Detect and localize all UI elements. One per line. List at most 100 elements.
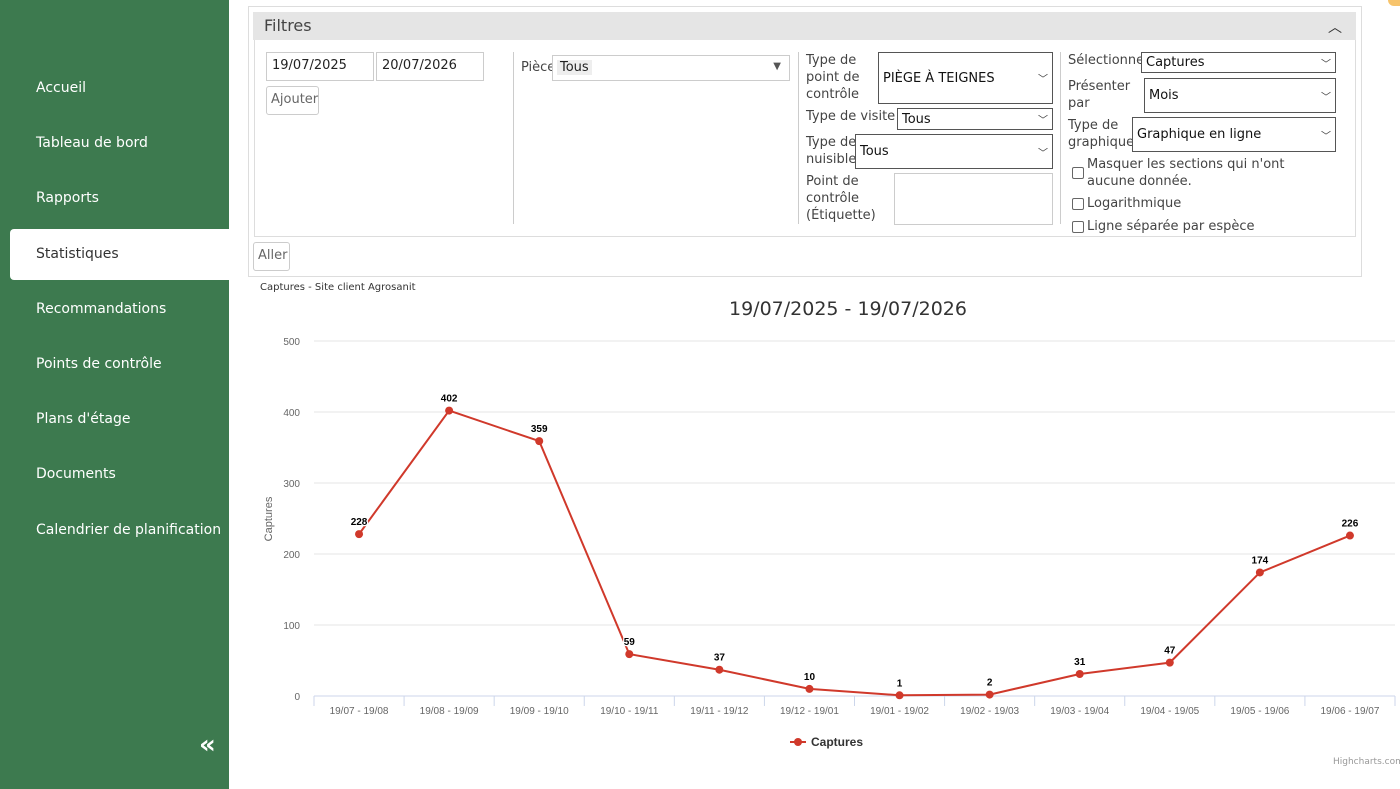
sidebar-item-tableau-de-bord[interactable]: Tableau de bord	[36, 135, 148, 151]
chart-title: 19/07/2025 - 19/07/2026	[729, 298, 967, 320]
x-tick-label: 19/09 - 19/10	[510, 706, 569, 717]
data-point	[1345, 531, 1354, 540]
piece-select[interactable]: Tous ▼	[552, 55, 790, 81]
legend-marker	[794, 738, 802, 746]
hide-empty-label: Masquer les sections qui n'ont aucune do…	[1087, 157, 1285, 189]
x-tick-label: 19/07 - 19/08	[330, 706, 389, 717]
y-tick-label: 200	[283, 550, 300, 561]
active-nav-highlight	[10, 229, 229, 280]
chevron-up-icon[interactable]: ︿	[1328, 20, 1342, 36]
checkpoint-type-value: PIÈGE À TEIGNES	[883, 70, 995, 86]
piece-label: Pièce	[521, 60, 556, 75]
separate-line-checkbox[interactable]	[1072, 221, 1084, 233]
data-point	[535, 437, 544, 446]
data-point	[1255, 568, 1264, 577]
double-chevron-left-icon[interactable]: «	[199, 730, 216, 760]
sidebar-item-plans-detage[interactable]: Plans d'étage	[36, 411, 131, 427]
data-point	[445, 406, 454, 415]
data-label: 31	[1074, 657, 1086, 668]
filter-header[interactable]: Filtres ︿	[253, 12, 1356, 40]
present-by-select[interactable]: Mois ﹀	[1144, 78, 1336, 113]
checkpoint-tag-input[interactable]	[894, 173, 1053, 225]
x-tick-label: 19/04 - 19/05	[1140, 706, 1199, 717]
pest-type-value: Tous	[860, 144, 889, 159]
present-by-label: Présenter par	[1068, 79, 1131, 111]
filter-body	[254, 40, 1356, 237]
hide-empty-checkbox[interactable]	[1072, 167, 1084, 179]
data-point	[625, 650, 634, 659]
sidebar-item-documents[interactable]: Documents	[36, 466, 116, 482]
metric-select[interactable]: Captures ﹀	[1141, 52, 1336, 73]
graph-type-label: Type de graphique	[1068, 118, 1135, 150]
visit-type-label: Type de visite	[806, 109, 896, 124]
divider	[513, 52, 514, 224]
chevron-down-icon: ﹀	[1038, 148, 1048, 159]
data-label: 47	[1164, 646, 1176, 657]
logarithmic-label: Logarithmique	[1087, 196, 1182, 211]
date-from-input[interactable]: 19/07/2025	[266, 52, 374, 81]
x-tick-label: 19/01 - 19/02	[870, 706, 929, 717]
add-button[interactable]: Ajouter	[266, 86, 319, 115]
y-tick-label: 400	[283, 408, 300, 419]
filter-title: Filtres	[264, 16, 312, 35]
sidebar-item-recommandations[interactable]: Recommandations	[36, 301, 167, 317]
data-point	[1075, 669, 1084, 678]
checkpoint-type-select[interactable]: PIÈGE À TEIGNES ﹀	[878, 52, 1053, 104]
separate-line-label: Ligne séparée par espèce	[1087, 219, 1255, 234]
x-tick-label: 19/03 - 19/04	[1050, 706, 1109, 717]
chevron-down-icon: ﹀	[1321, 59, 1331, 70]
select-label: Sélectionnez	[1068, 53, 1151, 68]
chevron-down-icon: ﹀	[1321, 92, 1331, 103]
x-tick-label: 19/06 - 19/07	[1320, 706, 1379, 717]
data-point	[805, 684, 814, 693]
visit-type-select[interactable]: Tous ﹀	[897, 108, 1053, 130]
sidebar-item-points-de-controle[interactable]: Points de contrôle	[36, 356, 162, 372]
logarithmic-checkbox[interactable]	[1072, 198, 1084, 210]
data-label: 226	[1342, 519, 1359, 530]
checkpoint-type-label: Type de point de contrôle	[806, 53, 860, 102]
series-line	[358, 409, 1351, 697]
sidebar-item-rapports[interactable]: Rapports	[36, 190, 99, 206]
legend-label[interactable]: Captures	[811, 735, 863, 749]
graph-type-select[interactable]: Graphique en ligne ﹀	[1132, 117, 1336, 152]
line-chart: 0 100 200 300 400 500 19/07 - 19/08 19/08 - 19/…	[263, 337, 1396, 749]
data-label: 59	[624, 637, 636, 648]
dropdown-arrow-icon: ▼	[773, 61, 781, 72]
data-point	[895, 691, 904, 700]
x-tick-label: 19/11 - 19/12	[690, 706, 749, 717]
data-point	[985, 690, 994, 699]
x-tick-label: 19/12 - 19/01	[780, 706, 839, 717]
pest-type-select[interactable]: Tous ﹀	[855, 134, 1053, 169]
corner-decoration	[1388, 0, 1400, 6]
graph-type-value: Graphique en ligne	[1137, 127, 1262, 142]
data-label: 359	[531, 424, 548, 435]
data-label: 1	[897, 678, 903, 689]
chart-caption: Captures - Site client Agrosanit	[260, 282, 416, 293]
data-label: 10	[804, 672, 816, 683]
y-axis-title: Captures	[263, 496, 275, 541]
y-tick-label: 500	[283, 337, 300, 348]
data-point	[1165, 658, 1174, 667]
y-tick-label: 100	[283, 621, 300, 632]
go-button[interactable]: Aller	[253, 242, 290, 271]
sidebar-item-statistiques[interactable]: Statistiques	[36, 246, 119, 262]
y-tick-label: 300	[283, 479, 300, 490]
piece-select-value: Tous	[557, 60, 592, 75]
chevron-down-icon: ﹀	[1038, 74, 1048, 86]
data-point	[355, 530, 364, 539]
chevron-down-icon: ﹀	[1038, 115, 1048, 127]
chart-credits[interactable]: Highcharts.com	[1333, 757, 1400, 767]
chevron-down-icon: ﹀	[1321, 131, 1331, 142]
x-tick-label: 19/02 - 19/03	[960, 706, 1019, 717]
sidebar-item-accueil[interactable]: Accueil	[36, 80, 86, 96]
data-label: 174	[1252, 555, 1269, 566]
pest-type-label: Type de nuisible	[806, 135, 857, 167]
sidebar-item-calendrier[interactable]: Calendrier de planification	[36, 522, 222, 538]
data-point	[715, 665, 724, 674]
divider	[798, 52, 799, 224]
y-tick-label: 0	[294, 692, 300, 703]
x-tick-label: 19/08 - 19/09	[420, 706, 479, 717]
x-tick-label: 19/10 - 19/11	[600, 706, 659, 717]
date-to-input[interactable]: 20/07/2026	[376, 52, 484, 81]
data-label: 228	[351, 517, 368, 528]
